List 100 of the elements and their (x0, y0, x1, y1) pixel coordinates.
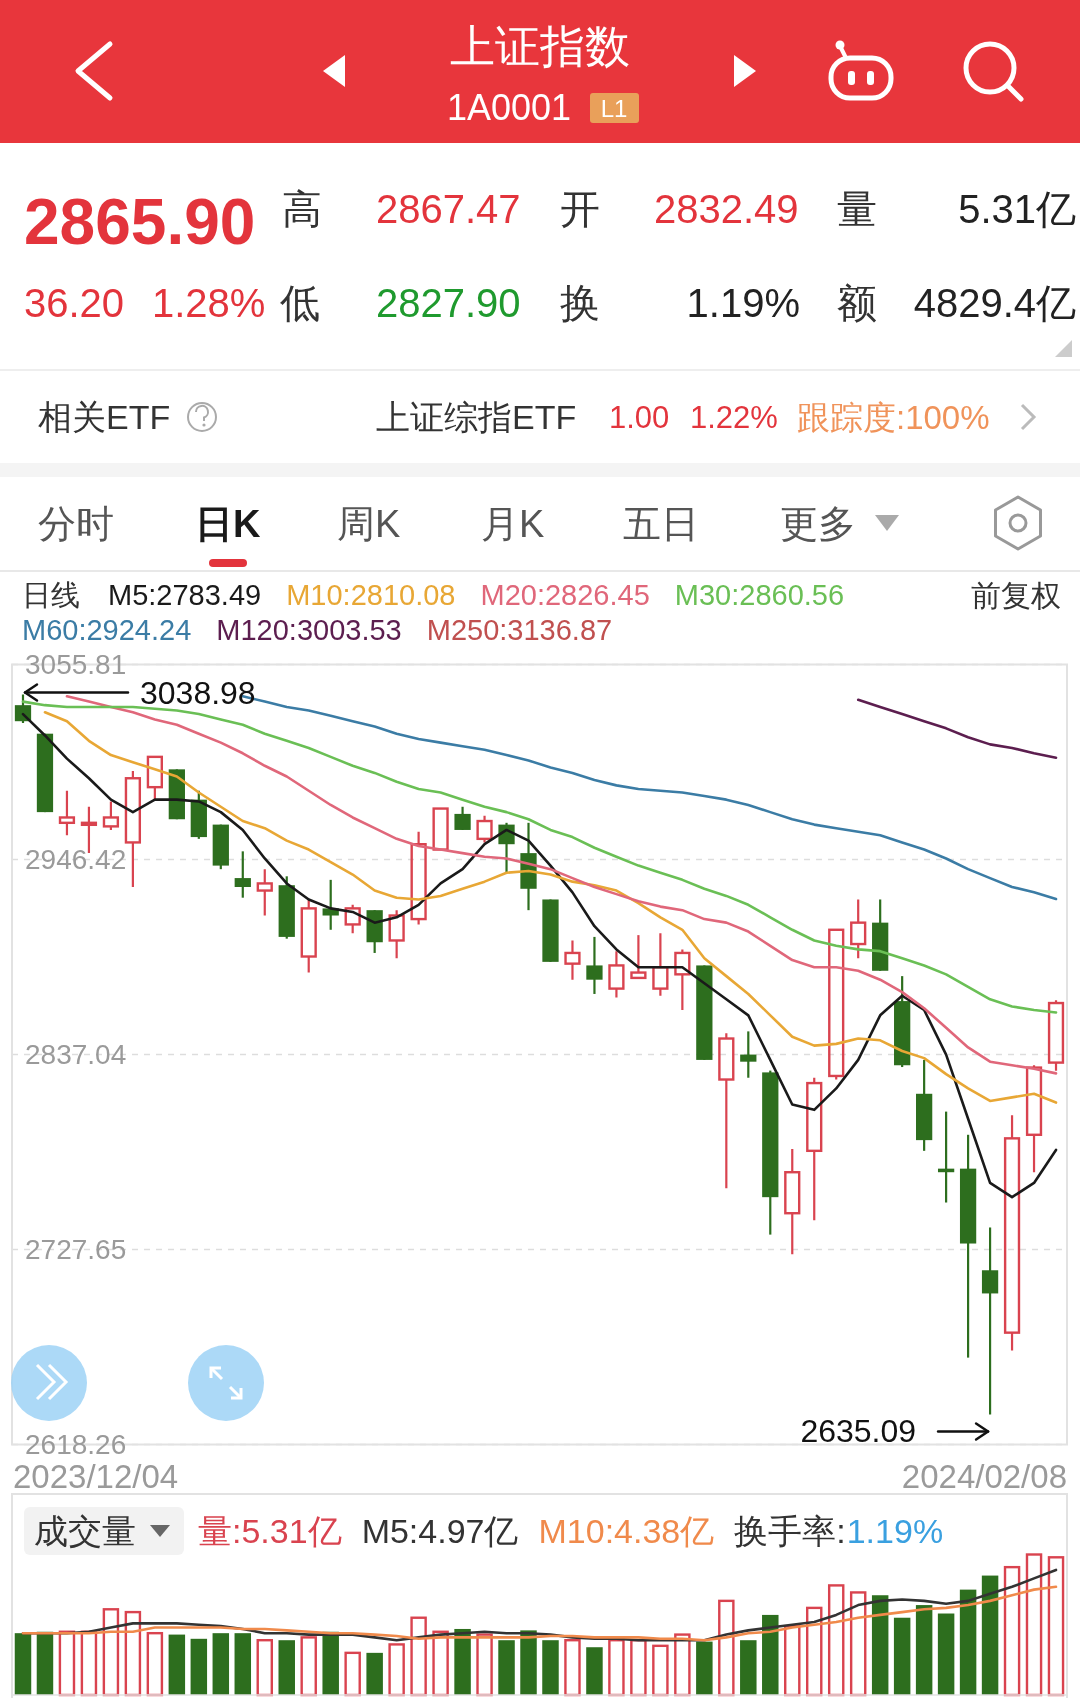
bar (146, 1631, 164, 1697)
annotation: 3038.98 (139, 674, 256, 711)
candlestick (454, 805, 471, 832)
bar (937, 1613, 955, 1695)
candlestick (322, 878, 339, 931)
text: M10:2810.08 (286, 579, 456, 611)
candlestick (1025, 1064, 1043, 1174)
text: 相关ETF (38, 398, 171, 436)
text: 4829.4亿 (913, 281, 1076, 325)
y-tick-label: 2727.65 (25, 1234, 127, 1265)
text: 36.20 (24, 281, 125, 325)
bar (410, 1616, 427, 1697)
text: 2832.49 (654, 187, 799, 231)
bar (300, 1636, 317, 1697)
text: 开 (560, 187, 600, 231)
text: 2024/02/08 (901, 1457, 1067, 1495)
text: 更多 (780, 503, 856, 545)
text: 2865.90 (24, 186, 256, 258)
chart-title: 成交量 (34, 1512, 136, 1550)
candlestick (234, 850, 251, 899)
text: 前复权 (971, 578, 1061, 612)
bar (827, 1584, 845, 1697)
line-series (856, 698, 1058, 759)
bar (124, 1610, 142, 1697)
bar (520, 1630, 537, 1695)
bar (212, 1633, 230, 1695)
text: 2023/12/04 (13, 1457, 179, 1495)
candlestick (388, 909, 405, 960)
bar (564, 1639, 581, 1697)
bar (476, 1633, 493, 1697)
bar (36, 1631, 54, 1696)
bar (1047, 1556, 1065, 1697)
text: M30:2860.56 (674, 579, 845, 611)
y-tick-label: 2946.42 (25, 844, 127, 875)
candlestick (674, 948, 691, 1012)
bar (366, 1652, 383, 1695)
candlestick (784, 1147, 801, 1256)
bar (893, 1617, 911, 1695)
text: 换手率: (734, 1512, 846, 1550)
bar (14, 1633, 32, 1695)
bar (1025, 1553, 1043, 1697)
bar (190, 1638, 208, 1695)
bar (740, 1640, 757, 1695)
text: 1A0001 (446, 86, 572, 128)
bar (388, 1643, 405, 1697)
bar (432, 1630, 449, 1697)
candlestick (718, 1032, 735, 1190)
text: 量 (837, 187, 877, 231)
text: 额 (837, 281, 877, 325)
text: 跟踪度:100% (797, 398, 990, 436)
text: M20:2826.45 (480, 579, 650, 611)
bar (234, 1633, 252, 1695)
y-tick-label: 2618.26 (25, 1429, 127, 1460)
text: M5:4.97亿 (361, 1512, 519, 1550)
candlestick (58, 789, 76, 837)
bar (168, 1634, 186, 1695)
text: L1 (600, 94, 628, 122)
text: 换 (560, 281, 600, 325)
candlestick (1003, 1114, 1021, 1352)
candlestick (740, 1030, 757, 1079)
text: M5:2783.49 (108, 579, 262, 611)
bar (959, 1589, 977, 1695)
bar (871, 1595, 889, 1695)
bar (674, 1633, 691, 1697)
text: 月K (481, 503, 545, 545)
text: 量:5.31亿 (198, 1512, 342, 1550)
bar (652, 1644, 669, 1697)
text: M60:2924.24 (22, 614, 192, 646)
candlestick (850, 898, 867, 960)
text: 五日 (623, 503, 699, 545)
text: 周K (337, 503, 401, 545)
annotation: 2635.09 (800, 1413, 917, 1450)
bar (630, 1639, 647, 1697)
bar (102, 1608, 120, 1697)
candlestick (806, 1076, 823, 1222)
candlestick (300, 898, 317, 974)
text: 上证综指ETF (376, 398, 577, 436)
bar (849, 1591, 867, 1697)
text: 1.28% (152, 281, 266, 325)
bar (981, 1575, 999, 1695)
candlestick (564, 939, 581, 981)
candlestick (476, 814, 493, 844)
bar (1003, 1565, 1021, 1697)
candlestick (586, 935, 603, 996)
candlestick (256, 868, 273, 917)
bar (784, 1624, 801, 1697)
candlestick (652, 932, 669, 997)
bar (344, 1651, 361, 1697)
y-tick-label: 3055.81 (25, 649, 127, 680)
text: 日K (195, 503, 261, 545)
text: 分时 (38, 503, 114, 545)
legend-title: 日线 (22, 579, 80, 611)
bar (762, 1614, 779, 1696)
bar (278, 1640, 295, 1695)
bar (915, 1605, 933, 1695)
candlestick (630, 934, 647, 980)
text: 1.19% (846, 1512, 944, 1550)
text: 1.19% (686, 281, 800, 325)
candlestick (102, 800, 120, 832)
text: 上证指数 (450, 20, 630, 72)
